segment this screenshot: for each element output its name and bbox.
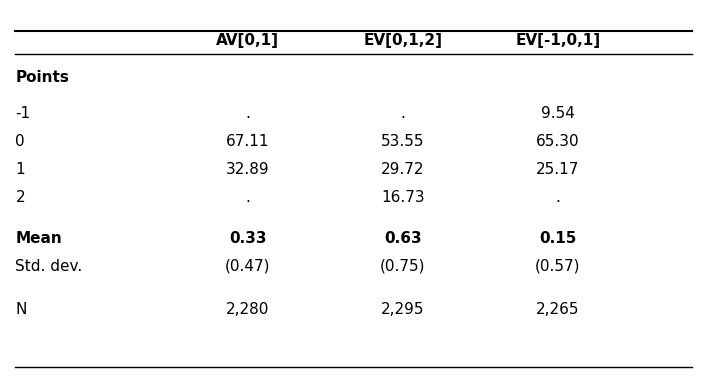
Text: 2: 2 [16,190,25,205]
Text: 0.33: 0.33 [229,231,267,246]
Text: EV[0,1,2]: EV[0,1,2] [363,33,443,48]
Text: .: . [245,106,250,121]
Text: Points: Points [16,70,69,85]
Text: N: N [16,302,27,317]
Text: (0.47): (0.47) [225,259,271,274]
Text: 2,295: 2,295 [381,302,424,317]
Text: 32.89: 32.89 [226,162,269,177]
Text: .: . [400,106,405,121]
Text: Mean: Mean [16,231,62,246]
Text: 67.11: 67.11 [226,134,269,149]
Text: (0.57): (0.57) [535,259,580,274]
Text: 0.15: 0.15 [539,231,576,246]
Text: AV[0,1]: AV[0,1] [216,33,279,48]
Text: EV[-1,0,1]: EV[-1,0,1] [515,33,600,48]
Text: .: . [555,190,560,205]
Text: (0.75): (0.75) [380,259,426,274]
Text: 16.73: 16.73 [381,190,425,205]
Text: .: . [245,190,250,205]
Text: 2,265: 2,265 [536,302,580,317]
Text: 0: 0 [16,134,25,149]
Text: Std. dev.: Std. dev. [16,259,83,274]
Text: 1: 1 [16,162,25,177]
Text: 0.63: 0.63 [384,231,421,246]
Text: 25.17: 25.17 [536,162,580,177]
Text: 29.72: 29.72 [381,162,424,177]
Text: 53.55: 53.55 [381,134,424,149]
Text: 2,280: 2,280 [226,302,269,317]
Text: 9.54: 9.54 [541,106,575,121]
Text: 65.30: 65.30 [536,134,580,149]
Text: -1: -1 [16,106,30,121]
